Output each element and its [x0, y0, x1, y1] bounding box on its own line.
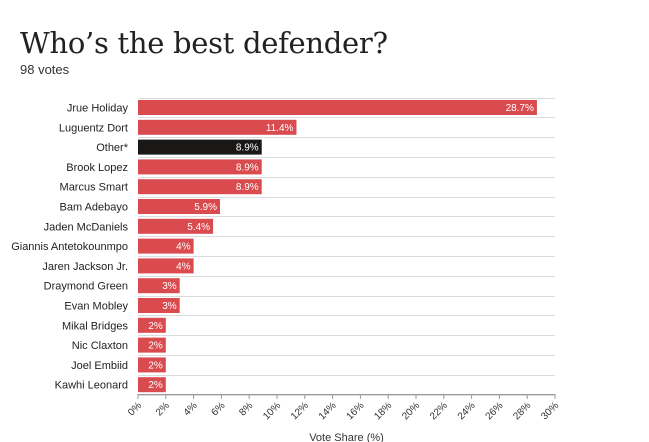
data-label: 28.7% — [506, 103, 534, 114]
category-label: Kawhi Leonard — [55, 380, 128, 392]
tick-label: 20% — [400, 400, 422, 422]
data-label: 3% — [162, 301, 177, 312]
category-label: Other* — [96, 142, 129, 154]
x-axis-title: Vote Share (%) — [309, 432, 384, 442]
data-label: 2% — [148, 380, 163, 391]
bar — [138, 119, 297, 135]
chart-title: Who’s the best defender? — [20, 26, 388, 60]
bar — [138, 238, 194, 254]
category-label: Jrue Holiday — [67, 103, 129, 115]
bar — [138, 337, 166, 353]
value-labels: 28.7% 11.4% 8.9% 8.9% 8.9% 5.9% 5.4% 4% 4% 3% 3% 2%… — [148, 103, 534, 391]
bar — [138, 199, 221, 214]
bar — [138, 317, 166, 333]
tick-label: 2% — [154, 400, 172, 418]
category-label: Brook Lopez — [66, 162, 128, 174]
bar — [138, 179, 262, 195]
data-label: 2% — [148, 341, 163, 352]
tick-label: 28% — [511, 400, 533, 422]
category-label: Evan Mobley — [64, 301, 128, 313]
bar — [138, 258, 194, 274]
data-label: 2% — [148, 321, 163, 332]
category-label: Jaden McDaniels — [44, 221, 129, 233]
tick-label: 10% — [261, 400, 283, 422]
category-label: Joel Embiid — [71, 360, 128, 372]
tick-label: 6% — [210, 400, 228, 418]
data-label: 4% — [176, 242, 191, 253]
category-label: Marcus Smart — [60, 182, 128, 194]
category-label: Luguentz Dort — [59, 122, 128, 134]
data-label: 4% — [176, 261, 191, 272]
data-label: 2% — [148, 360, 163, 371]
bar — [138, 377, 166, 393]
bar — [138, 100, 537, 115]
tick-label: 14% — [317, 400, 339, 422]
bars — [138, 100, 537, 393]
bar — [138, 357, 166, 373]
bar — [138, 139, 262, 155]
bar — [138, 159, 262, 175]
bar — [138, 218, 214, 234]
tick-label: 12% — [289, 400, 311, 422]
bar — [138, 298, 180, 313]
data-label: 3% — [162, 281, 177, 292]
category-labels: Jrue Holiday Luguentz Dort Other* Brook Lop… — [11, 103, 129, 392]
tick-label: 26% — [484, 400, 506, 422]
data-label: 5.4% — [187, 222, 210, 233]
category-label: Jaren Jackson Jr. — [42, 261, 128, 273]
category-label: Mikal Bridges — [62, 320, 129, 332]
category-label: Bam Adebayo — [60, 202, 129, 214]
category-label: Draymond Green — [44, 281, 128, 293]
tick-label: 18% — [372, 400, 394, 422]
vote-count: 98 votes — [20, 62, 70, 77]
category-label: Giannis Antetokounmpo — [11, 241, 128, 253]
tick-label: 4% — [182, 400, 200, 418]
tick-label: 0% — [126, 400, 144, 418]
bar — [138, 278, 180, 294]
data-label: 8.9% — [236, 143, 259, 154]
category-label: Nic Claxton — [72, 340, 128, 352]
tick-label: 30% — [539, 400, 561, 422]
tick-label: 22% — [428, 400, 450, 422]
data-label: 11.4% — [266, 123, 294, 134]
x-axis-ticks: 0% 2% 4% 6% 8% 10% 12% 14% 16% 18% 20% 22% 24% 26% 28%… — [126, 394, 561, 422]
data-label: 8.9% — [236, 182, 259, 193]
tick-label: 16% — [345, 400, 367, 422]
data-label: 8.9% — [236, 162, 259, 173]
tick-label: 24% — [456, 400, 478, 422]
gridlines — [138, 98, 555, 396]
tick-label: 8% — [237, 400, 255, 418]
data-label: 5.9% — [194, 202, 217, 213]
